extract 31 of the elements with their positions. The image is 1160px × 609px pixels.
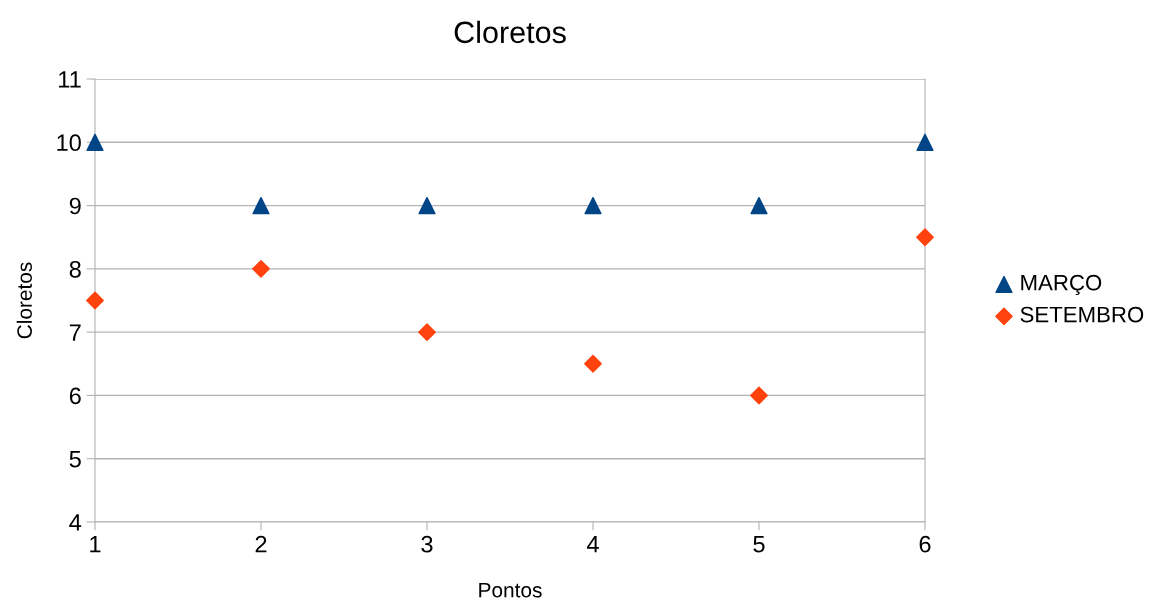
point: [86, 291, 104, 310]
point: [252, 196, 270, 215]
y-tick-label: 6: [69, 387, 81, 405]
y-tick-label: 11: [59, 71, 81, 88]
point: [584, 354, 602, 373]
x-tick-label: 3: [421, 535, 433, 553]
x-tick-label: 6: [919, 535, 931, 553]
legend-label: SETEMBRO: [1020, 306, 1144, 323]
point: [750, 196, 768, 215]
y-tick-label: 10: [57, 134, 81, 152]
point: [750, 386, 768, 405]
point: [584, 196, 602, 215]
y-tick-label: 7: [69, 324, 81, 341]
chart-title: Cloretos: [454, 20, 566, 44]
x-tick-label: 1: [90, 536, 101, 553]
point: [86, 133, 104, 151]
legend-label: MARÇO: [1021, 274, 1102, 295]
point: [916, 228, 934, 247]
y-tick-label: 9: [69, 197, 81, 215]
x-axis-title: Pontos: [479, 582, 542, 598]
y-tick-label: 4: [69, 514, 82, 531]
y-tick-label: 5: [69, 451, 81, 468]
y-tick-label: 8: [69, 260, 81, 278]
point: [418, 196, 436, 215]
point: [252, 259, 270, 278]
point: [418, 323, 436, 342]
y-axis-title: Cloretos: [16, 262, 32, 339]
point: [916, 133, 934, 151]
x-tick-label: 2: [255, 535, 267, 553]
x-tick-label: 5: [753, 536, 765, 553]
x-tick-label: 4: [586, 536, 599, 553]
